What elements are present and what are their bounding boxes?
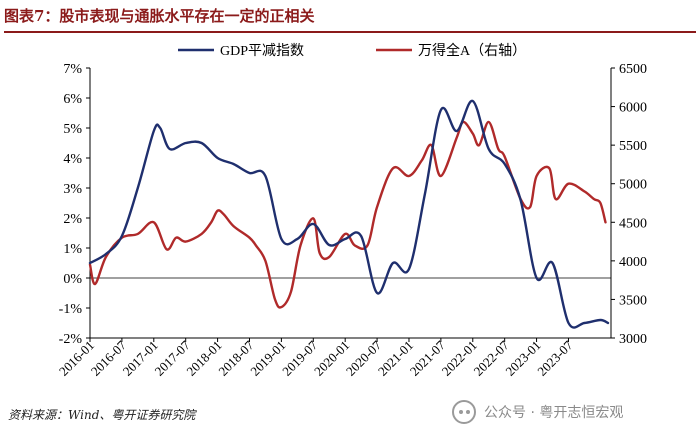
legend-label-wind: 万得全A（右轴） — [418, 42, 526, 59]
left-tick-label: 6% — [63, 92, 82, 107]
right-tick-label: 6500 — [619, 62, 647, 77]
watermark-text: 公众号 · 粤开志恒宏观 — [484, 405, 624, 421]
chart-title: 图表7：股市表现与通胀水平存在一定的正相关 — [4, 7, 315, 25]
source-note: 资料来源：Wind、粤开证券研究院 — [8, 408, 196, 422]
right-tick-label: 3000 — [619, 332, 647, 347]
title-divider — [4, 31, 696, 33]
left-tick-label: 3% — [63, 182, 82, 197]
legend: GDP平减指数 万得全A（右轴） — [178, 42, 526, 59]
wechat-logo-icon — [452, 400, 476, 424]
right-tick-label: 6000 — [619, 101, 647, 116]
watermark: 公众号 · 粤开志恒宏观 — [452, 396, 696, 428]
left-tick-label: 5% — [63, 122, 82, 137]
series-line-gdp — [88, 99, 610, 329]
left-tick-label: 1% — [63, 242, 82, 257]
axes: -2% -1% 0% 1% 2% 3% 4% 5% 6% 7% 3000 3500 4000 4500 50… — [56, 62, 647, 379]
left-tick-label: 0% — [63, 272, 82, 287]
left-tick-label: 2% — [63, 212, 82, 227]
left-tick-label: 7% — [63, 62, 82, 77]
left-tick-label: -1% — [59, 302, 83, 317]
right-tick-label: 4000 — [619, 255, 647, 270]
left-tick-label: 4% — [63, 152, 82, 167]
series-line-wind — [88, 120, 607, 309]
right-tick-label: 5000 — [619, 178, 647, 193]
x-tick-label: 2023-07 — [534, 337, 576, 379]
line-chart: GDP平减指数 万得全A（右轴） -2% -1% 0% 1% 2% 3% 4% 5% 6% 7% 3… — [56, 42, 647, 379]
legend-label-gdp: GDP平减指数 — [220, 43, 304, 59]
left-tick-label: -2% — [59, 332, 83, 347]
right-tick-label: 3500 — [619, 293, 647, 308]
right-tick-label: 5500 — [619, 139, 647, 154]
series-group — [88, 99, 610, 329]
right-tick-label: 4500 — [619, 216, 647, 231]
